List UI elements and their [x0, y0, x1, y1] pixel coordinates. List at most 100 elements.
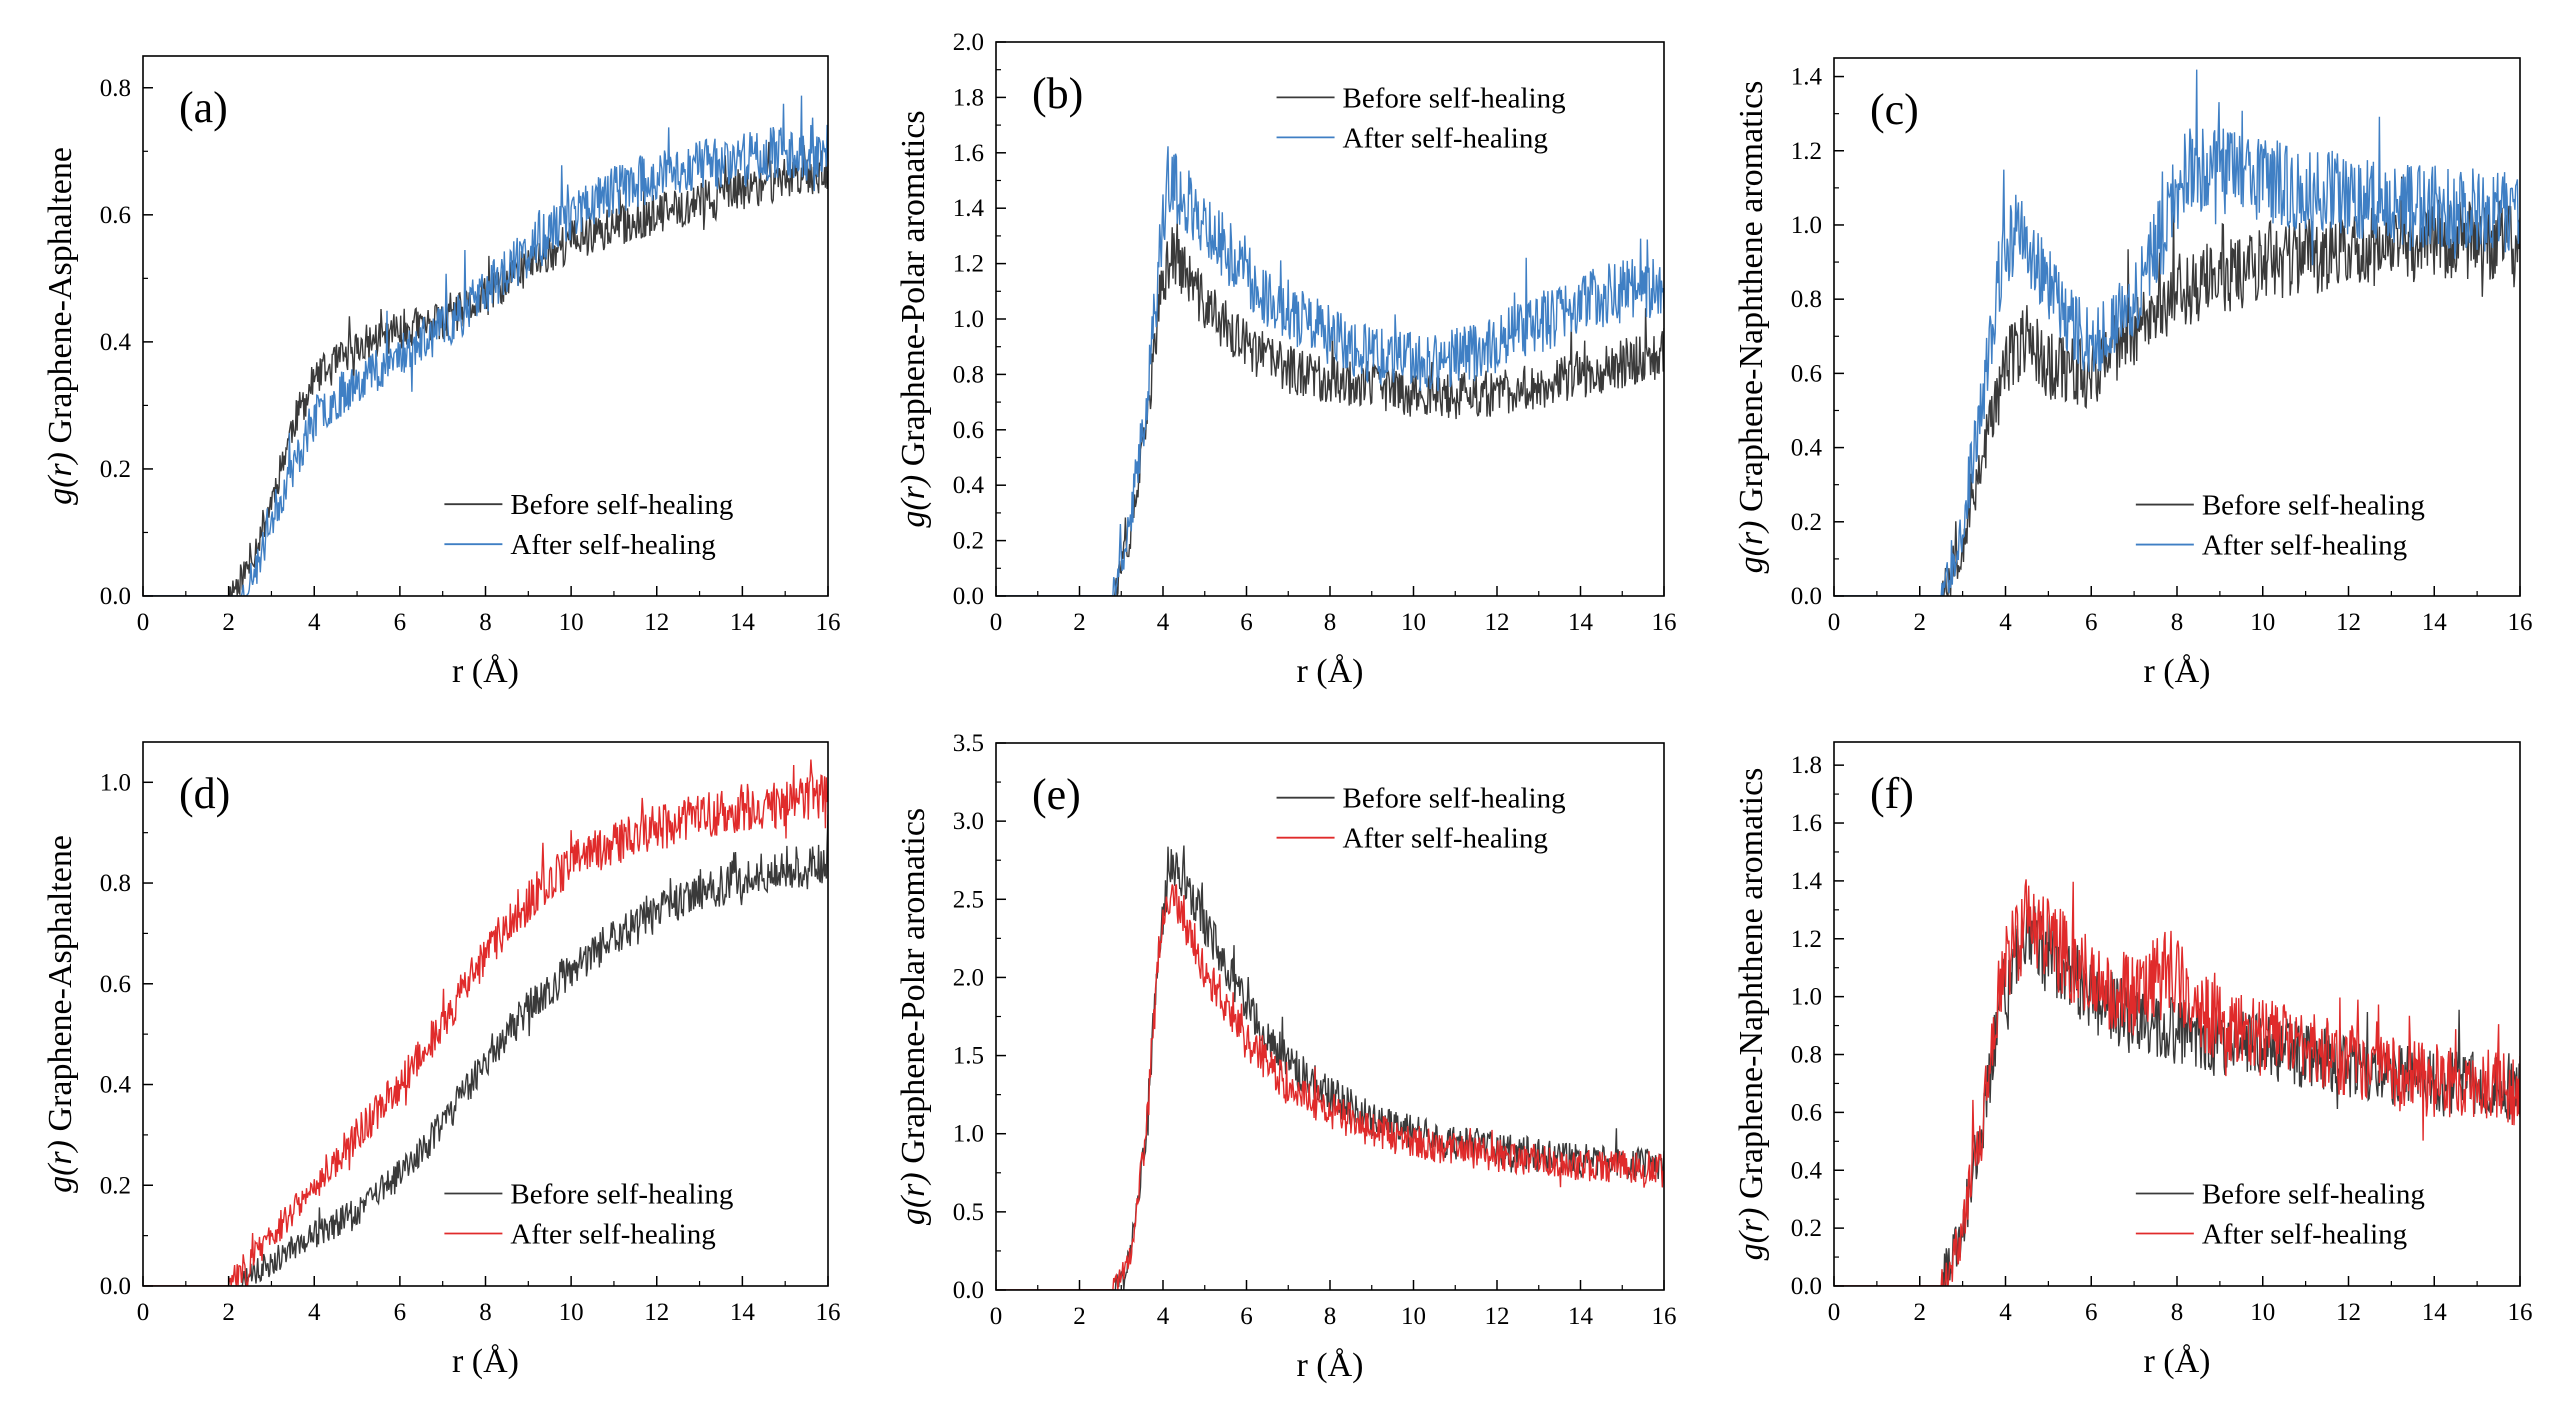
y-tick-label: 1.0: [953, 306, 984, 333]
series-line-after: [1834, 69, 2520, 596]
y-axis-title: g(r) Graphene-Asphaltene: [42, 147, 79, 505]
x-tick-label: 12: [2336, 609, 2361, 636]
legend-label-before: Before self-healing: [2202, 1179, 2425, 1211]
panel-label: (f): [1870, 769, 1914, 818]
y-tick-label: 0.6: [100, 202, 131, 229]
legend-label-after: After self-healing: [1343, 122, 1548, 154]
legend-label-before: Before self-healing: [2202, 490, 2425, 522]
y-axis-title-text: Graphene-Polar aromatics: [895, 808, 932, 1172]
chart-panel-e: 0 2 4 6 8 10 12 14 16 0.0 0.5 1.0 1.5 2.0 2.5 3.0 3.5 r (…: [895, 730, 1677, 1384]
series-line-after: [996, 884, 1664, 1290]
y-tick-label: 2.5: [953, 886, 984, 913]
y-tick-label: 1.2: [1791, 138, 1822, 165]
legend-label-before: Before self-healing: [1343, 82, 1566, 114]
x-tick-label: 6: [394, 1299, 407, 1326]
y-tick-label: 1.5: [953, 1043, 984, 1070]
x-tick-label: 10: [559, 609, 584, 636]
x-tick-label: 0: [990, 1303, 1003, 1330]
series-line-after: [143, 759, 828, 1286]
chart-panel-c: 0 2 4 6 8 10 12 14 16 0.0 0.2 0.4 0.6 0.8 1.0 1.2 1.4 r (…: [1733, 57, 2533, 690]
plot-frame: [995, 742, 1665, 1291]
panel-label: (a): [179, 83, 228, 132]
y-axis-title: g(r) Graphene-Naphthene aromatics: [1733, 81, 1770, 574]
y-tick-label: 0.2: [1791, 1215, 1822, 1242]
x-axis-title: r (Å): [452, 653, 519, 690]
panel-label: (c): [1870, 85, 1919, 134]
y-axis-title-text: Graphene-Naphthene aromatics: [1733, 81, 1770, 521]
y-tick-label: 0.0: [100, 583, 131, 610]
y-axis-title: g(r) Graphene-Naphthene aromatics: [1733, 768, 1770, 1261]
y-axis-title-text: Graphene-Polar aromatics: [895, 110, 932, 474]
y-tick-label: 3.0: [953, 808, 984, 835]
y-tick-label: 0.4: [100, 329, 132, 356]
x-tick-label: 2: [1914, 1299, 1927, 1326]
y-tick-label: 0.6: [100, 971, 131, 998]
y-tick-label: 0.8: [100, 75, 131, 102]
x-tick-label: 16: [816, 1299, 841, 1326]
x-axis-title: r (Å): [452, 1343, 519, 1380]
x-tick-label: 6: [1240, 609, 1253, 636]
y-tick-label: 0.8: [1791, 1042, 1822, 1069]
x-tick-label: 12: [2336, 1299, 2361, 1326]
legend-label-after: After self-healing: [510, 529, 715, 561]
y-tick-label: 1.8: [1791, 752, 1822, 779]
y-tick-label: 0.2: [1791, 509, 1822, 536]
x-tick-label: 4: [308, 1299, 321, 1326]
y-tick-label: 0.8: [953, 361, 984, 388]
y-tick-label: 0.4: [953, 472, 985, 499]
y-tick-label: 0.6: [953, 417, 984, 444]
y-axis-title-function: g(r): [1733, 521, 1770, 574]
series-line-before: [996, 220, 1664, 596]
x-tick-label: 12: [644, 1299, 669, 1326]
y-tick-label: 0.0: [953, 1277, 984, 1304]
legend-label-after: After self-healing: [2202, 1219, 2407, 1251]
x-tick-label: 6: [1240, 1303, 1253, 1330]
x-tick-label: 8: [479, 609, 492, 636]
x-tick-label: 4: [1157, 1303, 1170, 1330]
x-tick-label: 0: [990, 609, 1003, 636]
x-tick-label: 16: [2508, 609, 2533, 636]
x-tick-label: 2: [222, 1299, 235, 1326]
series-line-after: [1834, 879, 2520, 1286]
y-axis-title-function: g(r): [895, 1172, 932, 1225]
y-tick-label: 0.0: [953, 583, 984, 610]
x-tick-label: 2: [222, 609, 235, 636]
x-tick-label: 14: [1568, 1303, 1594, 1330]
y-tick-label: 1.6: [1791, 810, 1822, 837]
legend-label-after: After self-healing: [510, 1219, 715, 1251]
x-tick-label: 10: [2250, 1299, 2275, 1326]
x-tick-label: 12: [644, 609, 669, 636]
x-tick-label: 10: [2250, 609, 2275, 636]
y-axis-title-text: Graphene-Asphaltene: [42, 835, 79, 1140]
legend-label-after: After self-healing: [1343, 823, 1548, 855]
y-tick-label: 0.0: [100, 1273, 131, 1300]
y-tick-label: 1.4: [1791, 64, 1823, 91]
x-axis-title: r (Å): [1296, 653, 1363, 690]
y-axis-title: g(r) Graphene-Asphaltene: [42, 835, 79, 1193]
x-tick-label: 6: [2085, 609, 2098, 636]
y-tick-label: 0.5: [953, 1199, 984, 1226]
x-tick-label: 4: [1157, 609, 1170, 636]
x-tick-label: 14: [730, 609, 756, 636]
y-tick-label: 1.0: [953, 1121, 984, 1148]
y-tick-label: 0.4: [1791, 435, 1823, 462]
y-axis-title: g(r) Graphene-Polar aromatics: [895, 808, 932, 1225]
y-tick-label: 3.5: [953, 730, 984, 757]
y-axis-title-function: g(r): [1733, 1208, 1770, 1261]
y-tick-label: 0.8: [100, 870, 131, 897]
y-tick-label: 0.2: [100, 456, 131, 483]
y-axis-title-text: Graphene-Naphthene aromatics: [1733, 768, 1770, 1208]
x-tick-label: 16: [2508, 1299, 2533, 1326]
x-tick-label: 10: [559, 1299, 584, 1326]
legend-label-before: Before self-healing: [510, 489, 733, 521]
y-tick-label: 1.0: [1791, 984, 1822, 1011]
x-tick-label: 16: [1652, 609, 1677, 636]
y-tick-label: 1.8: [953, 84, 984, 111]
chart-panel-a: 0 2 4 6 8 10 12 14 16 0.0 0.2 0.4 0.6 0.8 r (Å) g(r) Gr…: [42, 55, 841, 690]
x-axis-title: r (Å): [2143, 653, 2210, 690]
legend-label-before: Before self-healing: [1343, 783, 1566, 815]
legend-label-before: Before self-healing: [510, 1179, 733, 1211]
series-line-before: [996, 845, 1664, 1290]
y-axis-title-function: g(r): [42, 1140, 79, 1193]
x-tick-label: 12: [1485, 1303, 1510, 1330]
